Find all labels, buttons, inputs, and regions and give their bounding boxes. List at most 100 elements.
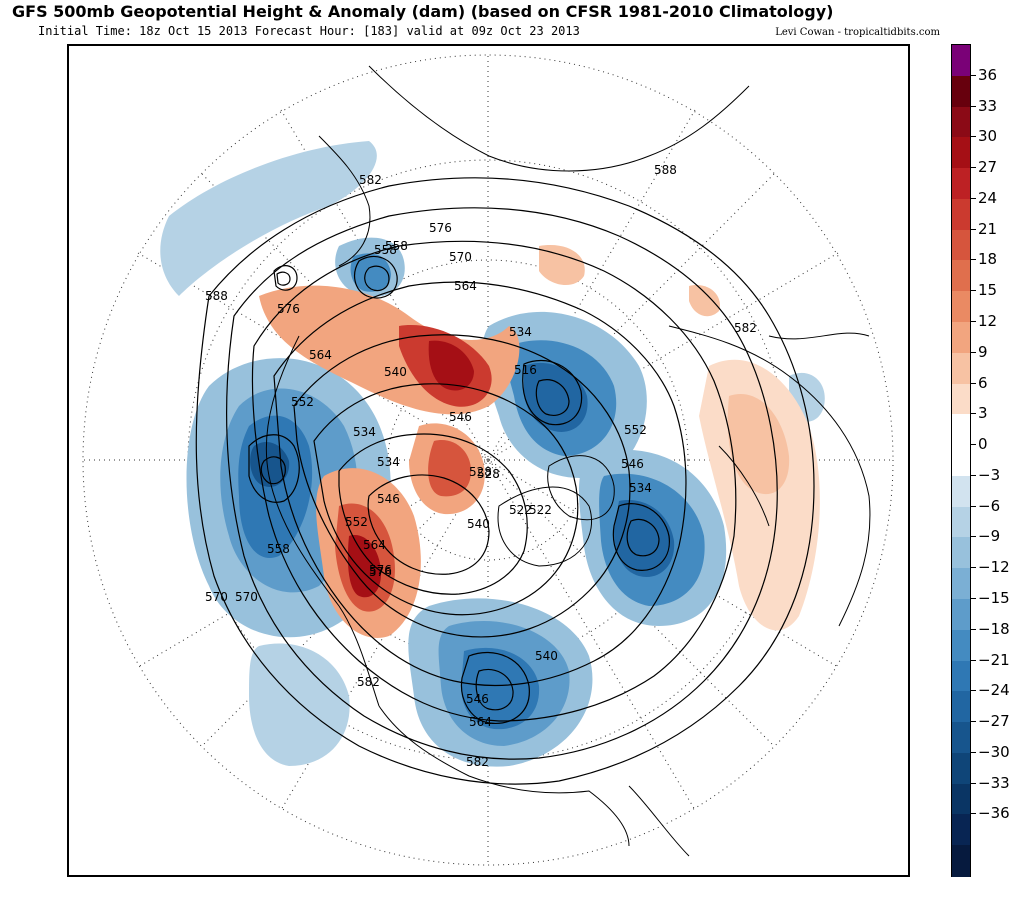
contour-label: 552 <box>624 423 647 437</box>
colorbar-label: −21 <box>978 650 1010 669</box>
colorbar-segment <box>952 752 970 785</box>
polar-stereographic-map: 582 576 570 564 558 552 546 540 534 528 … <box>67 44 910 877</box>
contour-label: 552 <box>345 515 368 529</box>
height-contours <box>195 177 815 785</box>
contour-label: 564 <box>363 538 386 552</box>
contour-label: 534 <box>629 481 652 495</box>
colorbar-label: 9 <box>978 342 988 361</box>
coastlines <box>265 65 871 857</box>
contour-label: 552 <box>291 395 314 409</box>
colorbar-label: 15 <box>978 281 998 300</box>
colorbar-label: 18 <box>978 250 998 269</box>
colorbar-segment <box>952 599 970 631</box>
contour-label: 528 <box>477 467 500 481</box>
colorbar-segment <box>952 445 970 477</box>
contour-label: 540 <box>467 517 490 531</box>
colorbar-segment <box>952 475 970 508</box>
colorbar-tick <box>971 690 976 692</box>
contour-label: 564 <box>454 279 477 293</box>
colorbar-label: 36 <box>978 65 998 84</box>
contour-label-group: 582 576 570 564 558 552 546 540 534 528 … <box>205 163 757 769</box>
colorbar-label: 33 <box>978 96 998 115</box>
colorbar-segment <box>952 722 970 754</box>
contour-label: 582 <box>359 173 382 187</box>
colorbar-segment <box>952 660 970 693</box>
colorbar-segment <box>952 568 970 600</box>
contour-label: 540 <box>384 365 407 379</box>
colorbar-segment <box>952 352 970 385</box>
contour-label: 582 <box>466 755 489 769</box>
contour-label: 582 <box>357 675 380 689</box>
colorbar-label: 21 <box>978 219 998 238</box>
contour-label: 522 <box>509 503 532 517</box>
contour-label: 570 <box>235 590 258 604</box>
colorbar-label: 6 <box>978 373 988 392</box>
colorbar-segment <box>952 168 970 200</box>
colorbar-tick <box>971 628 976 630</box>
colorbar-segment <box>952 291 970 323</box>
contour-label: 558 <box>374 243 397 257</box>
colorbar-segment <box>952 322 970 354</box>
colorbar-tick <box>971 74 976 76</box>
contour-label: 534 <box>509 325 532 339</box>
colorbar-tick <box>971 659 976 661</box>
colorbar-segment <box>952 414 970 447</box>
colorbar-label: −36 <box>978 804 1010 823</box>
contour-label: 558 <box>267 542 290 556</box>
colorbar-segment <box>952 629 970 662</box>
colorbar-segment <box>952 260 970 293</box>
colorbar-segment <box>952 783 970 816</box>
contour-label: 534 <box>353 425 376 439</box>
contour-label: 546 <box>377 492 400 506</box>
map-svg: 582 576 570 564 558 552 546 540 534 528 … <box>82 54 894 866</box>
colorbar-segment <box>952 45 970 77</box>
colorbar-tick <box>971 813 976 815</box>
colorbar-segment <box>952 506 970 539</box>
anomaly-colorbar <box>951 44 971 877</box>
contour-label: 546 <box>466 692 489 706</box>
colorbar-tick <box>971 721 976 723</box>
colorbar-segment <box>952 198 970 231</box>
colorbar-tick <box>971 444 976 446</box>
colorbar-segment <box>952 106 970 139</box>
colorbar-tick <box>971 413 976 415</box>
colorbar-tick <box>971 351 976 353</box>
colorbar-label: −9 <box>978 527 1001 546</box>
contour-label: 576 <box>369 565 392 579</box>
colorbar-label: 3 <box>978 404 988 423</box>
colorbar-tick <box>971 598 976 599</box>
colorbar-tick <box>971 321 976 322</box>
contour-label: 576 <box>429 221 452 235</box>
contour-label: 558 <box>385 239 408 253</box>
contour-label: 522 <box>529 503 552 517</box>
colorbar-segment <box>952 537 970 570</box>
credit-text: Levi Cowan - tropicaltidbits.com <box>775 27 940 38</box>
contour-label: 546 <box>621 457 644 471</box>
contour-label: 588 <box>205 289 228 303</box>
colorbar-tick <box>971 536 976 538</box>
colorbar-tick <box>971 505 976 507</box>
colorbar-segment <box>952 75 970 108</box>
colorbar-segment <box>952 691 970 724</box>
colorbar-label: −33 <box>978 773 1010 792</box>
contour-label: 582 <box>734 321 757 335</box>
colorbar-label: −18 <box>978 619 1010 638</box>
colorbar-tick <box>971 197 976 199</box>
colorbar-label: −15 <box>978 589 1010 607</box>
colorbar-label: −30 <box>978 742 1010 761</box>
contour-label: 576 <box>369 563 392 577</box>
colorbar-label: 0 <box>978 435 988 454</box>
colorbar-tick <box>971 105 976 107</box>
contour-label: 546 <box>449 410 472 424</box>
contour-label: 564 <box>469 715 492 729</box>
colorbar-label: −24 <box>978 681 1010 700</box>
contour-label: 570 <box>205 590 228 604</box>
contour-label: 576 <box>277 302 300 316</box>
colorbar-segment <box>952 137 970 170</box>
colorbar-tick <box>971 290 976 292</box>
contour-label: 540 <box>535 649 558 663</box>
contour-label: 588 <box>654 163 677 177</box>
colorbar-label: −6 <box>978 496 1001 515</box>
colorbar-label: 12 <box>978 312 998 330</box>
contour-label: 528 <box>469 465 492 479</box>
